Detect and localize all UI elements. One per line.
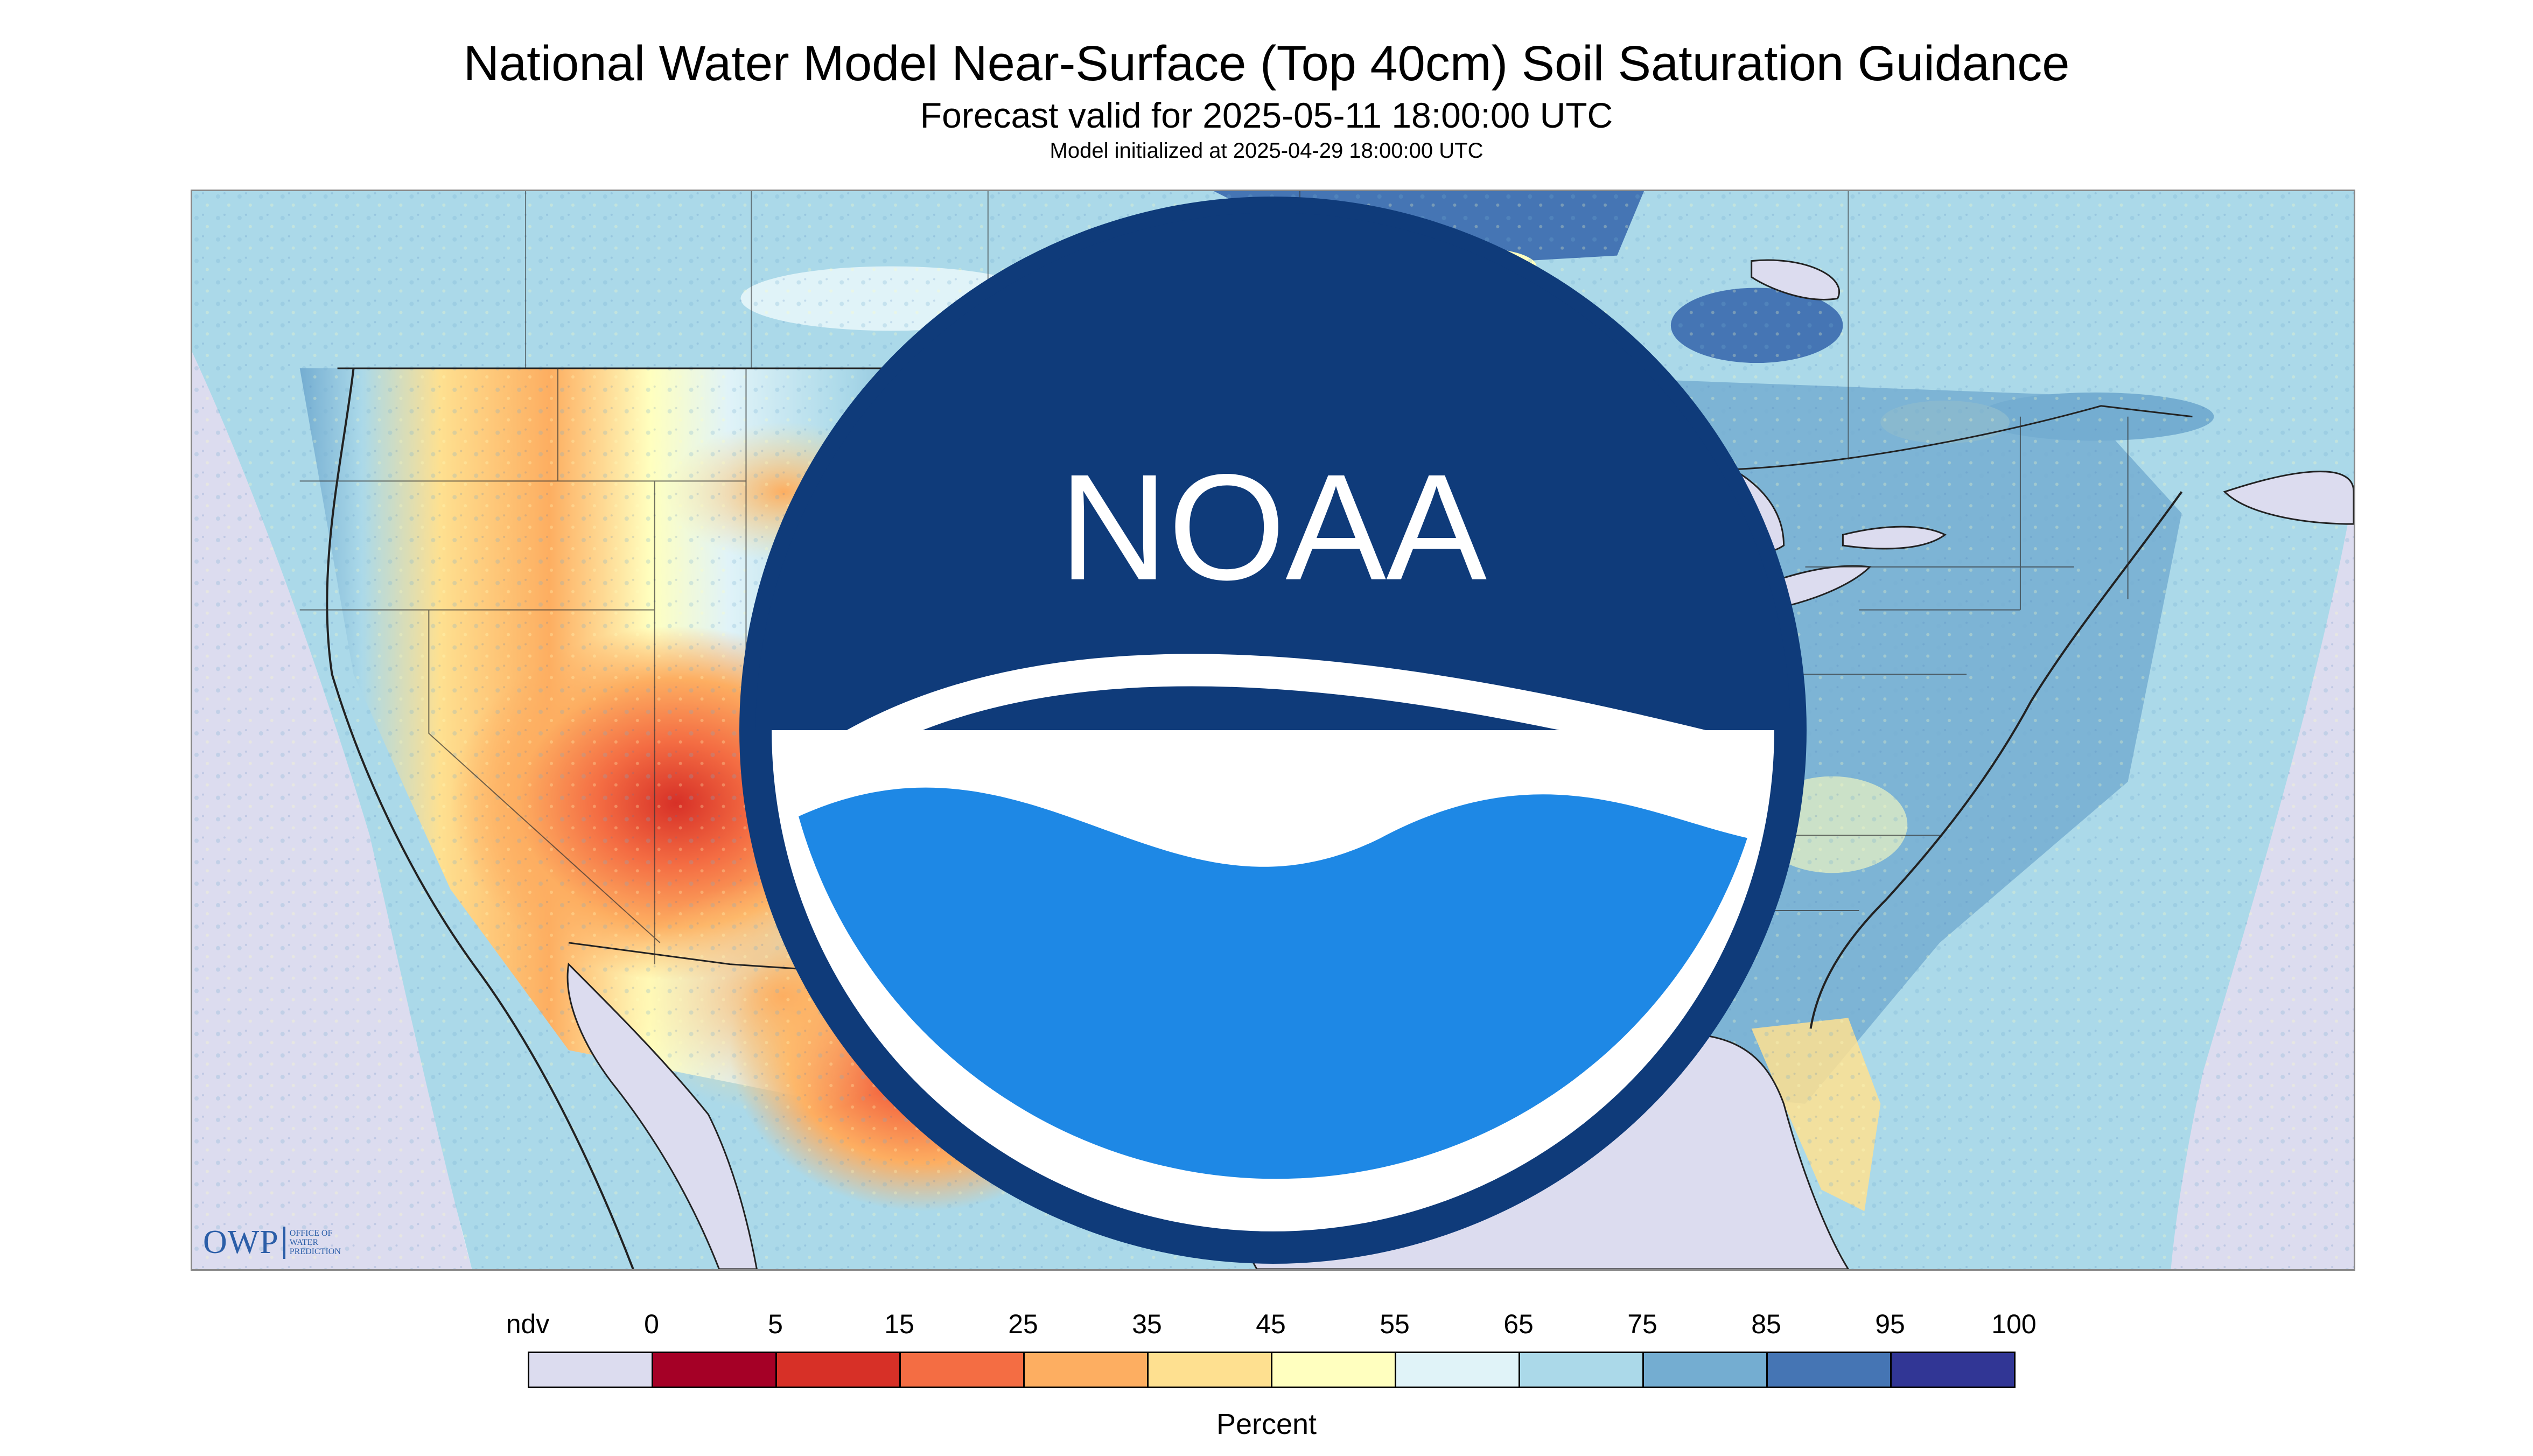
legend-swatch-8 xyxy=(1519,1352,1644,1388)
legend-swatch-2 xyxy=(775,1352,901,1388)
legend-swatch-7 xyxy=(1395,1352,1520,1388)
legend-swatch-4 xyxy=(1023,1352,1149,1388)
legend-tick-label: 0 xyxy=(644,1309,659,1339)
legend-tick-label: 100 xyxy=(1991,1309,2037,1339)
legend-tick-label: 75 xyxy=(1627,1309,1657,1339)
pacific-coastline xyxy=(326,368,634,1269)
legend-swatch-5 xyxy=(1147,1352,1272,1388)
gulf-st-lawrence xyxy=(2223,471,2354,525)
legend-tick-label: 65 xyxy=(1503,1309,1534,1339)
forecast-valid-time: Forecast valid for 2025-05-11 18:00:00 U… xyxy=(920,95,1613,135)
legend-swatch-ndv xyxy=(528,1352,653,1388)
map-title: National Water Model Near-Surface (Top 4… xyxy=(463,36,2070,91)
lake-ontario xyxy=(1842,526,1947,550)
legend-tick-label: 35 xyxy=(1132,1309,1162,1339)
us-canada-border-east xyxy=(1697,405,2193,471)
james-bay-water xyxy=(1751,259,1840,300)
legend-swatch-9 xyxy=(1642,1352,1768,1388)
soil-saturation-map: OWP OFFICE OF WATER PREDICTION NOAA xyxy=(191,190,2355,1271)
legend-swatch-11 xyxy=(1890,1352,2016,1388)
svg-text:NOAA: NOAA xyxy=(1059,443,1488,612)
noaa-logo: NOAA xyxy=(739,197,1807,1264)
legend-tick-label: 55 xyxy=(1380,1309,1410,1339)
legend-tick-label: 5 xyxy=(768,1309,783,1339)
atlantic-coastline xyxy=(1809,491,2183,1029)
legend-tick-label: 45 xyxy=(1256,1309,1286,1339)
legend-swatch-6 xyxy=(1271,1352,1396,1388)
legend-tick-label: 25 xyxy=(1008,1309,1038,1339)
legend-tick-label: 95 xyxy=(1875,1309,1905,1339)
legend-swatch-10 xyxy=(1766,1352,1892,1388)
legend-swatch-3 xyxy=(899,1352,1025,1388)
model-init-time: Model initialized at 2025-04-29 18:00:00… xyxy=(1049,139,1484,163)
legend-tick-label: 85 xyxy=(1751,1309,1781,1339)
owp-logo-divider xyxy=(283,1226,285,1259)
owp-logo: OWP OFFICE OF WATER PREDICTION xyxy=(203,1223,341,1262)
owp-logo-text: OWP xyxy=(203,1224,279,1261)
legend-unit-label: Percent xyxy=(1216,1408,1317,1440)
legend-label-ndv: ndv xyxy=(506,1309,550,1339)
legend-swatch-1 xyxy=(652,1352,777,1388)
legend-tick-label: 15 xyxy=(884,1309,914,1339)
owp-logo-subtext: OFFICE OF WATER PREDICTION xyxy=(289,1229,341,1256)
gulf-of-california xyxy=(566,962,758,1269)
